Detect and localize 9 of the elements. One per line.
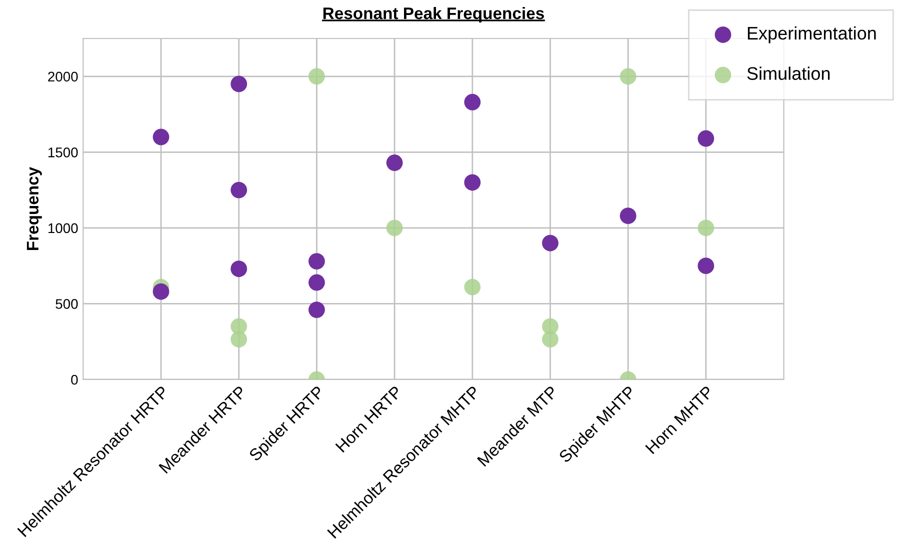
y-tick-label: 1000 [48, 223, 78, 234]
y-tick-label: 500 [56, 299, 78, 309]
y-axis-title: Frequency [26, 166, 42, 250]
legend-label: Experimentation [748, 26, 876, 44]
y-tick-label: 2000 [48, 72, 78, 82]
chart-title: Resonant Peak Frequencies [323, 6, 544, 23]
y-tick-label: 0 [71, 374, 78, 385]
legend-label: Simulation [747, 66, 830, 80]
y-tick-label: 1500 [48, 148, 78, 158]
